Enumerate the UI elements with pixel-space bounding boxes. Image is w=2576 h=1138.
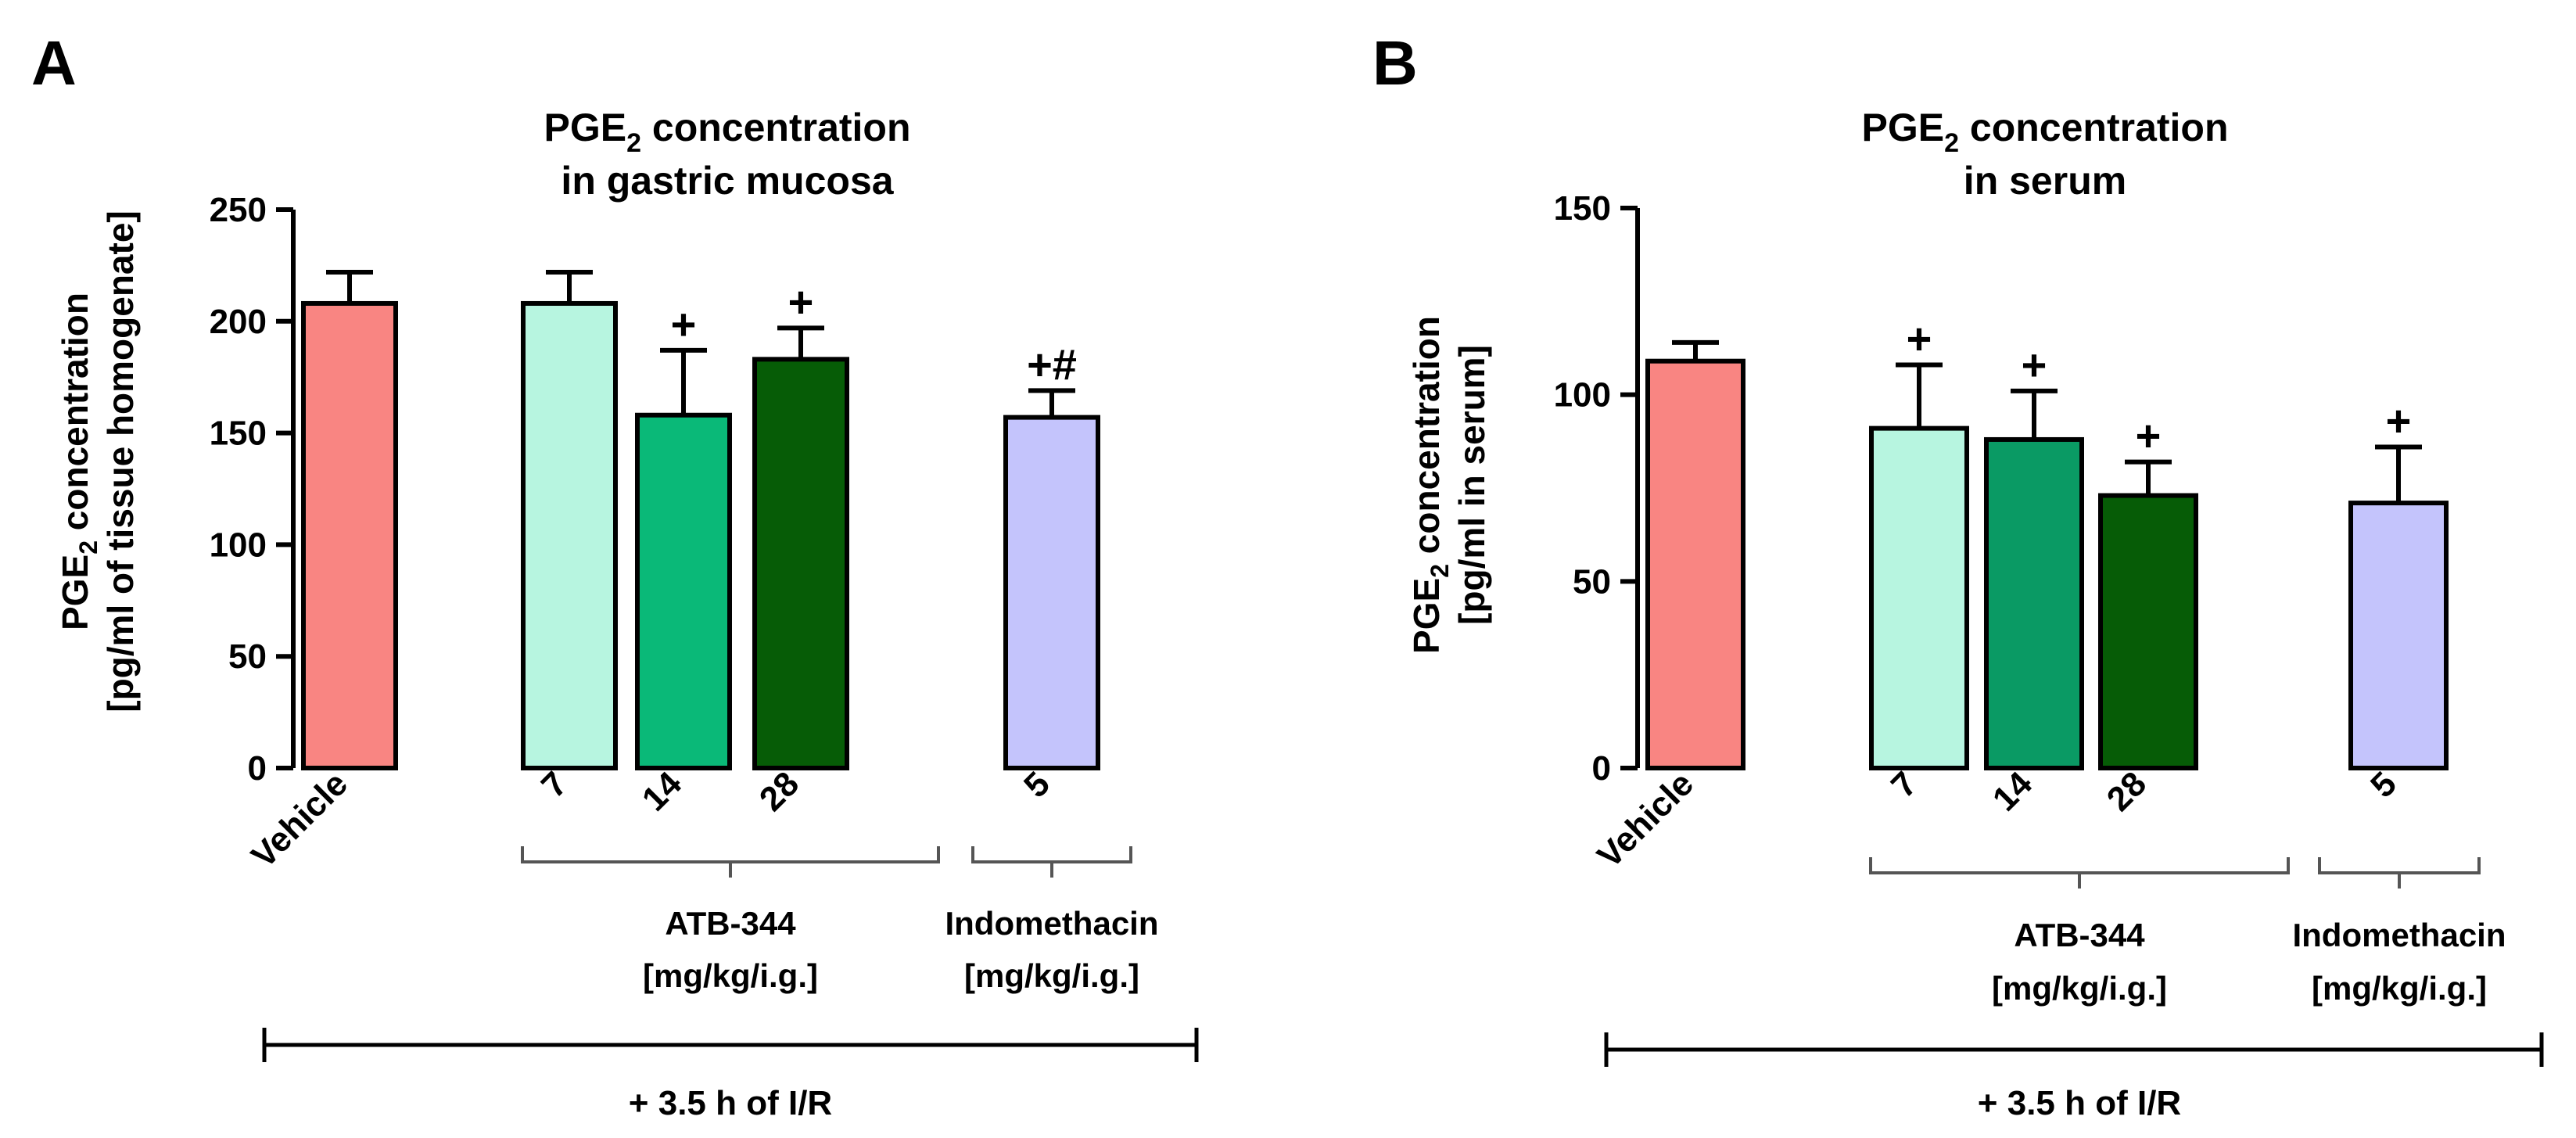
bar-vehicle (301, 300, 398, 770)
significance-mark: + (2386, 396, 2412, 445)
significance-mark: + (671, 300, 697, 349)
panel-a: A PGE2 concentration in gastric mucosa P… (31, 28, 1199, 1122)
panel-a-footer-label: + 3.5 h of I/R (629, 1084, 832, 1122)
panel-b: B PGE2 concentration in serum PGE2 conce… (1372, 28, 2544, 1122)
y-tick-label: 150 (210, 415, 267, 453)
panel-a-title-line2: in gastric mucosa (561, 159, 894, 203)
category-label: 28 (2100, 764, 2154, 818)
panel-a-y-ticks: 0 50 100 150 200 250 (210, 191, 293, 788)
panel-b-group-atb-unit: [mg/kg/i.g.] (1992, 970, 2167, 1007)
panel-a-indo-bracket (971, 846, 1132, 863)
significance-mark: + (1907, 314, 1932, 363)
panel-a-y-axis-title: PGE2 concentration [pg/ml of tissue homo… (55, 210, 141, 712)
y-tick-label: 50 (228, 637, 267, 676)
panel-a-error-bars (326, 269, 1075, 418)
category-label: 28 (752, 764, 806, 818)
panel-a-group-indo-unit: [mg/kg/i.g.] (964, 957, 1139, 994)
category-label: 14 (1986, 764, 2040, 819)
category-label: 7 (1884, 764, 1925, 805)
panel-a-group-atb-unit: [mg/kg/i.g.] (643, 957, 818, 994)
panel-a-bars (301, 300, 1100, 770)
bar-5 (1003, 415, 1100, 770)
significance-mark: +# (1027, 339, 1077, 389)
y-tick-label: 100 (210, 526, 267, 564)
category-label: 5 (2363, 764, 2404, 805)
y-tick-label: 0 (1592, 749, 1611, 788)
panel-b-group-indo-name: Indomethacin (2292, 917, 2506, 953)
category-label: 7 (534, 764, 575, 805)
bar-28 (2098, 493, 2198, 771)
bar-28 (752, 357, 849, 770)
panel-b-indo-bracket (2318, 857, 2481, 874)
panel-b-title-line1: PGE2 concentration (1862, 106, 2229, 158)
panel-a-letter: A (31, 28, 77, 98)
y-tick-label: 150 (1554, 189, 1611, 228)
panel-a-group-atb-name: ATB-344 (665, 905, 796, 942)
panel-a-ylabel-line2: [pg/ml of tissue homogenate] (100, 210, 141, 712)
significance-mark: + (788, 277, 814, 326)
panel-b-group-indo-unit: [mg/kg/i.g.] (2312, 970, 2487, 1007)
panel-b-group-atb-name: ATB-344 (2014, 917, 2145, 953)
bar-14 (635, 412, 732, 770)
y-tick-label: 0 (248, 749, 267, 788)
significance-mark: + (2022, 340, 2047, 390)
panel-b-significance-marks: + + + + (1907, 314, 2412, 460)
panel-b-y-axis-title: PGE2 concentration [pg/ml in serum] (1406, 316, 1492, 654)
bar-vehicle (1645, 358, 1745, 770)
panel-b-y-ticks: 0 50 100 150 (1554, 189, 1638, 788)
y-tick-label: 50 (1573, 562, 1611, 601)
panel-b-error-bars (1672, 339, 2422, 504)
y-tick-label: 100 (1554, 376, 1611, 415)
panel-b-bars (1645, 358, 2449, 771)
significance-mark: + (2136, 411, 2162, 461)
category-label: 14 (635, 764, 690, 819)
panel-a-title-line1: PGE2 concentration (544, 106, 911, 158)
panel-b-letter: B (1372, 28, 1418, 98)
panel-a-category-labels: Vehicle 7 14 28 5 (244, 764, 1057, 875)
panel-b-footer-label: + 3.5 h of I/R (1978, 1084, 2181, 1122)
bar-14 (1984, 436, 2084, 770)
panel-b-ylabel-line1: PGE2 concentration (1406, 316, 1454, 654)
panel-a-significance-marks: + + +# (671, 277, 1077, 389)
panel-b-atb-bracket (1869, 857, 2290, 874)
panel-b-title-line2: in serum (1964, 159, 2126, 203)
panel-a-group-indo-name: Indomethacin (945, 905, 1158, 942)
panel-a-ylabel-line1: PGE2 concentration (55, 293, 102, 630)
panel-a-atb-bracket (521, 846, 940, 863)
category-label: 5 (1017, 764, 1057, 805)
bar-7 (521, 300, 618, 770)
y-tick-label: 250 (210, 191, 267, 229)
bar-5 (2348, 501, 2449, 770)
panel-b-category-labels: Vehicle 7 14 28 5 (1590, 764, 2404, 875)
bar-7 (1869, 425, 1969, 770)
panel-b-ylabel-line2: [pg/ml in serum] (1451, 345, 1492, 625)
y-tick-label: 200 (210, 303, 267, 341)
